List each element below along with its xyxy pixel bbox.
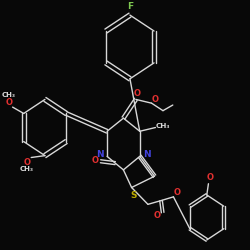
Text: CH₃: CH₃ <box>20 166 34 172</box>
Text: F: F <box>127 2 133 11</box>
Text: O: O <box>152 95 159 104</box>
Text: N: N <box>96 150 104 159</box>
Text: S: S <box>130 191 136 200</box>
Text: O: O <box>154 211 161 220</box>
Text: O: O <box>173 188 180 197</box>
Text: CH₃: CH₃ <box>2 92 16 98</box>
Text: O: O <box>134 89 141 98</box>
Text: O: O <box>206 173 214 182</box>
Text: O: O <box>24 158 30 167</box>
Text: O: O <box>5 98 12 107</box>
Text: O: O <box>92 156 99 164</box>
Text: N: N <box>143 150 151 159</box>
Text: CH₃: CH₃ <box>156 124 170 130</box>
